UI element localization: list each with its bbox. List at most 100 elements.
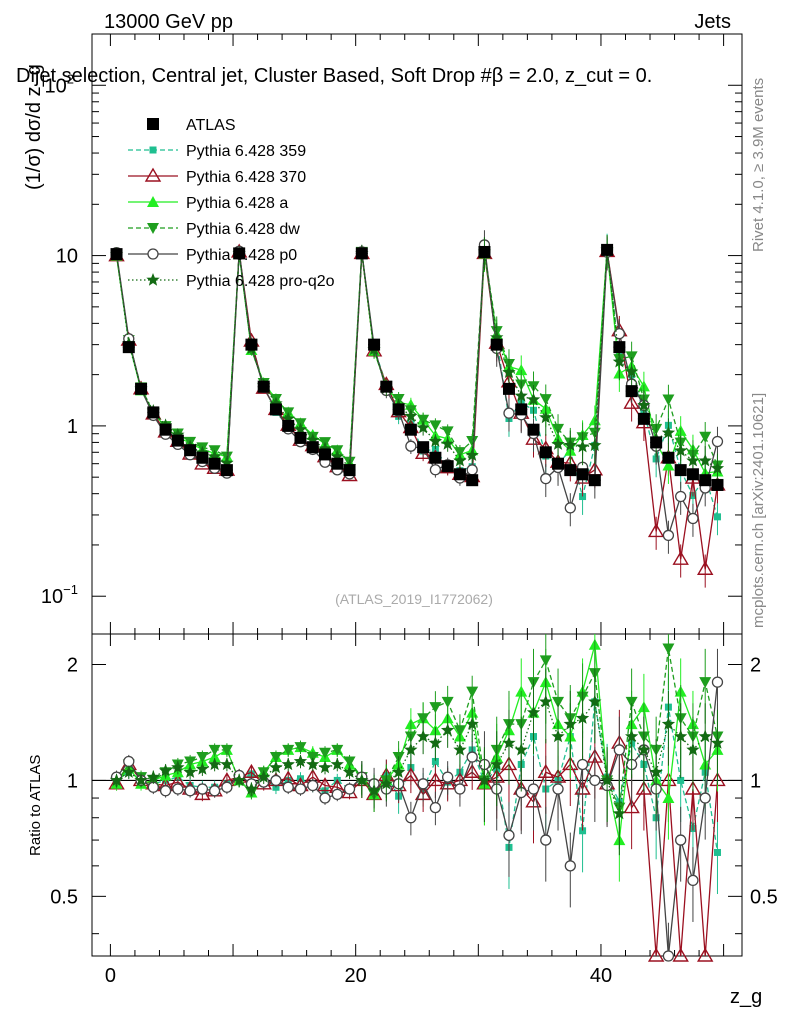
ratio-point [427,772,444,787]
ratio-point [526,705,541,719]
legend-marker [147,248,159,260]
data-point [662,529,675,542]
atlas-point [355,247,368,260]
atlas-point [135,382,148,395]
data-point [330,449,344,463]
axes-ticks: 0 20 40 10−1 1 10 102 0.5 0.5 1 1 2 2 [41,33,778,987]
ratio-point [405,812,417,824]
energy-label: 13000 GeV pp [104,11,233,33]
data-point [637,398,651,411]
category-label: Jets [694,11,731,33]
atlas-point [380,380,393,393]
ratio-point [294,783,307,795]
ratio-point [184,785,196,797]
ratio-point [159,785,172,797]
atlas-point [662,451,675,464]
data-point [672,550,689,565]
ratio-y-tick-label: 1 [750,770,761,792]
plot-title: Dijet selection, Central jet, Cluster Ba… [16,65,652,87]
ratio-point [684,780,702,795]
data-point [514,388,528,402]
ratio-point [355,773,369,787]
ratio-point [269,752,282,764]
data-point [503,407,515,419]
atlas-point [466,474,479,487]
ratio-point [244,782,259,795]
atlas-point [539,446,552,459]
ratio-point [208,785,221,797]
data-point [453,447,466,459]
ratio-point [441,723,455,736]
ratio-point [402,767,420,782]
data-point [623,394,640,409]
rivet-label: Rivet 4.1.0, ≥ 3.9M events [750,78,767,252]
legend-marker [146,273,160,286]
atlas-point [196,451,209,464]
ratio-point [281,757,295,771]
atlas-point [637,412,650,425]
legend-marker [144,167,162,182]
atlas-point [564,464,577,477]
ratio-point [257,770,271,783]
series-line-ratio [116,644,718,841]
data-point [698,453,712,467]
atlas-point [588,474,601,487]
atlas-point [478,245,491,258]
ratio-point [442,771,454,783]
data-point [579,493,587,501]
data-point [453,453,467,467]
analysis-id: (ATLAS_2019_I1772062) [335,591,493,607]
atlas-point [404,423,417,436]
data-point [429,420,442,432]
ratio-point [318,760,332,774]
atlas-point [368,338,381,351]
atlas-point [269,403,282,416]
ratio-point [575,711,590,724]
ratio-point [677,776,685,784]
data-point [540,473,552,485]
ratio-point [428,736,443,749]
series-line-ratio [116,701,719,853]
data-point [466,464,478,476]
data-point [564,502,576,514]
ratio-y-tick-label: 0.5 [50,886,78,908]
data-point [171,427,185,441]
ratio-point [463,763,481,778]
ratio-point [588,694,602,708]
atlas-point [601,243,614,256]
ratio-point [537,763,554,778]
ratio-point [429,702,442,714]
ratio-point [431,757,439,765]
ratio-point [635,780,653,795]
data-point [647,523,665,538]
ratio-point [441,696,454,708]
atlas-point [147,406,160,419]
data-point [711,435,724,448]
ratio-point [502,736,516,749]
series-group [108,230,726,962]
data-point [502,365,516,378]
y-tick-label: 10−1 [41,582,78,608]
data-point [661,425,676,439]
legend-item: Pythia 6.428 359 [128,143,306,160]
ratio-point [220,757,234,771]
data-point [674,443,688,457]
ratio-point [539,655,552,667]
data-point [699,431,712,443]
ratio-point [503,829,515,842]
atlas-point [699,474,712,487]
ratio-y-tick-label: 2 [750,654,761,676]
ratio-point [123,755,135,768]
ratio-point [158,763,173,777]
x-tick-label: 40 [590,965,612,987]
ratio-point [319,792,331,804]
data-point [306,433,320,446]
data-point [575,439,590,453]
ratio-point [625,696,638,708]
ratio-point [527,783,540,795]
ratio-point [552,783,564,795]
ratio-point [391,765,406,778]
mcplots-label: mcplots.cern.ch [arXiv:2401.10621] [750,393,767,628]
atlas-point [110,248,123,261]
atlas-point [294,431,307,444]
